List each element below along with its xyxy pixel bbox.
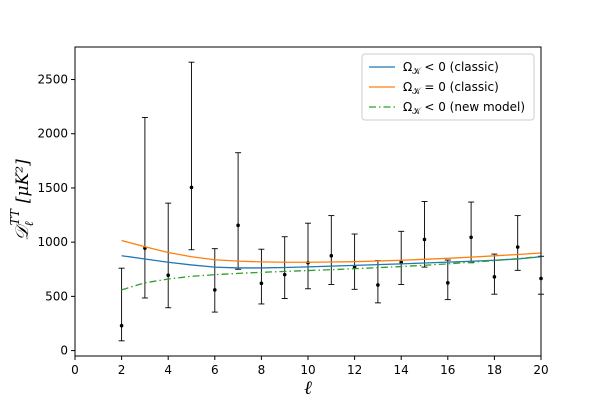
y-axis-label-unit: [μK²] [13,159,33,203]
data-marker [282,272,287,277]
y-tick-label: 1500 [37,181,68,195]
x-tick-label: 0 [71,363,79,377]
legend: Ω𝒦 < 0 (classic) Ω𝒦 = 0 (classic) Ω𝒦 < 0… [361,53,535,121]
y-tick-label: 1000 [37,235,68,249]
y-tick-label: 2500 [37,73,68,87]
y-axis-label: 𝒟ℓTT [μK²] [8,159,36,241]
x-tick-label: 8 [258,363,266,377]
data-marker [352,265,357,269]
x-tick-label: 4 [164,363,172,377]
data-marker [492,275,497,279]
data-point [118,267,125,342]
data-marker [399,260,404,265]
y-axis-label-sup: TT [8,208,22,225]
data-marker [422,237,427,242]
model-lines [121,239,542,291]
x-axis-ticks: 0 2 4 6 8 10 12 14 16 18 20 [71,356,549,377]
data-point [468,201,475,264]
x-tick-label: 6 [211,363,219,377]
y-tick-label: 500 [45,289,68,303]
x-tick-label: 14 [394,363,409,377]
legend-label-classic-negative: Ω𝒦 < 0 (classic) [403,60,499,77]
x-tick-label: 18 [487,363,502,377]
data-point [421,201,428,268]
data-marker [236,223,240,228]
data-marker [189,185,194,190]
data-point [398,230,405,285]
x-tick-label: 12 [347,363,362,377]
data-marker [515,245,520,249]
x-tick-label: 2 [118,363,126,377]
data-point [258,248,265,305]
data-point [188,61,195,251]
data-marker [469,235,473,240]
x-tick-label: 20 [533,363,548,377]
data-marker [166,273,170,278]
series-line-classic-negative [121,255,542,269]
legend-box [361,53,535,121]
y-axis-label-sub: ℓ [22,221,36,226]
series-line-new-model [121,255,542,291]
legend-label-classic-flat: Ω𝒦 = 0 (classic) [403,80,499,97]
data-marker [376,283,380,287]
data-point [235,152,242,270]
data-point [514,215,521,271]
x-tick-label: 16 [440,363,455,377]
data-marker [329,253,334,258]
data-marker [213,288,217,292]
y-axis-ticks: 0 500 1000 1500 2000 2500 [37,73,75,358]
data-point [141,117,148,299]
legend-label-new-model: Ω𝒦 < 0 (new model) [403,100,525,117]
x-tick-label: 10 [300,363,315,377]
y-tick-label: 0 [60,344,68,358]
y-tick-label: 2000 [37,127,68,141]
series-line-classic-flat [121,239,542,263]
data-marker [259,281,264,286]
data-point [444,259,451,301]
data-point [165,202,172,309]
x-axis-label: ℓ [304,377,312,399]
y-axis-label-main: 𝒟 [12,223,33,241]
data-marker [446,281,450,285]
data-point [328,215,335,285]
data-marker [119,323,124,328]
